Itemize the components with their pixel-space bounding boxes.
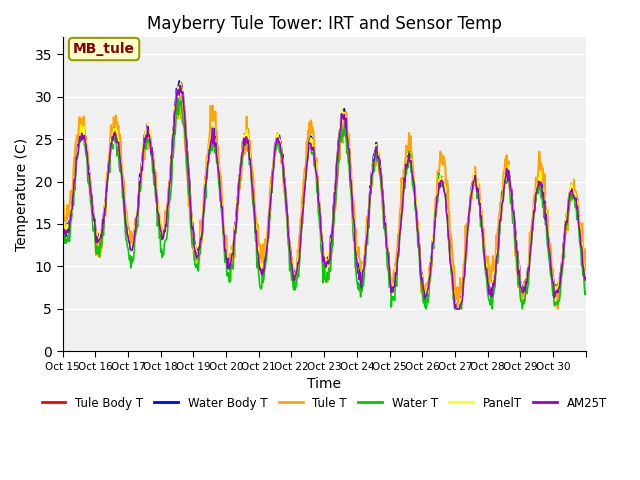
PanelT [262,242,270,248]
Tule Body T [379,190,387,196]
AM25T [582,275,589,281]
Water Body T [175,78,183,84]
Tule Body T [582,277,589,283]
AM25T [120,197,128,203]
Tule T [173,90,180,96]
PanelT [217,194,225,200]
Tule Body T [452,306,460,312]
Water T [243,141,251,147]
AM25T [177,83,184,88]
Tule Body T [177,80,184,86]
Tule T [59,201,67,206]
Water T [582,289,589,295]
Water T [174,95,182,101]
AM25T [452,306,460,312]
X-axis label: Time: Time [307,377,341,391]
AM25T [379,189,387,194]
Tule Body T [120,196,128,202]
Water Body T [408,160,415,166]
PanelT [120,192,128,197]
Tule T [454,306,462,312]
AM25T [262,248,270,253]
Tule T [262,238,270,244]
Title: Mayberry Tule Tower: IRT and Sensor Temp: Mayberry Tule Tower: IRT and Sensor Temp [147,15,502,33]
Water T [59,230,67,236]
Tule T [120,180,128,186]
Water T [379,192,387,198]
Line: PanelT: PanelT [63,83,586,309]
PanelT [379,189,387,194]
AM25T [243,134,251,140]
Water Body T [59,215,67,221]
Water Body T [243,128,251,134]
Tule T [217,173,225,179]
Tule Body T [217,190,225,196]
Water Body T [120,193,128,199]
Tule Body T [408,162,415,168]
Tule T [379,206,387,212]
Line: Water Body T: Water Body T [63,81,586,309]
Tule Body T [262,242,270,248]
Water Body T [379,186,387,192]
Tule T [582,247,589,252]
Water Body T [217,190,225,195]
Tule Body T [243,131,251,137]
Tule T [243,114,251,120]
PanelT [582,272,589,277]
Water T [217,198,225,204]
Line: Tule T: Tule T [63,93,586,309]
AM25T [408,167,415,173]
Legend: Tule Body T, Water Body T, Tule T, Water T, PanelT, AM25T: Tule Body T, Water Body T, Tule T, Water… [36,392,611,414]
Line: Water T: Water T [63,98,586,309]
Water Body T [453,306,461,312]
Y-axis label: Temperature (C): Temperature (C) [15,138,29,251]
Water T [120,209,128,215]
Tule T [408,153,415,158]
Water T [422,306,430,312]
Line: AM25T: AM25T [63,85,586,309]
PanelT [243,127,251,132]
Water T [408,168,415,174]
PanelT [59,218,67,224]
Tule Body T [59,220,67,226]
Text: MB_tule: MB_tule [73,42,135,56]
Water T [262,258,270,264]
AM25T [217,196,225,202]
AM25T [59,219,67,225]
Water Body T [262,240,270,246]
Line: Tule Body T: Tule Body T [63,83,586,309]
PanelT [408,161,415,167]
PanelT [177,80,184,85]
Water Body T [582,272,589,277]
PanelT [452,306,460,312]
